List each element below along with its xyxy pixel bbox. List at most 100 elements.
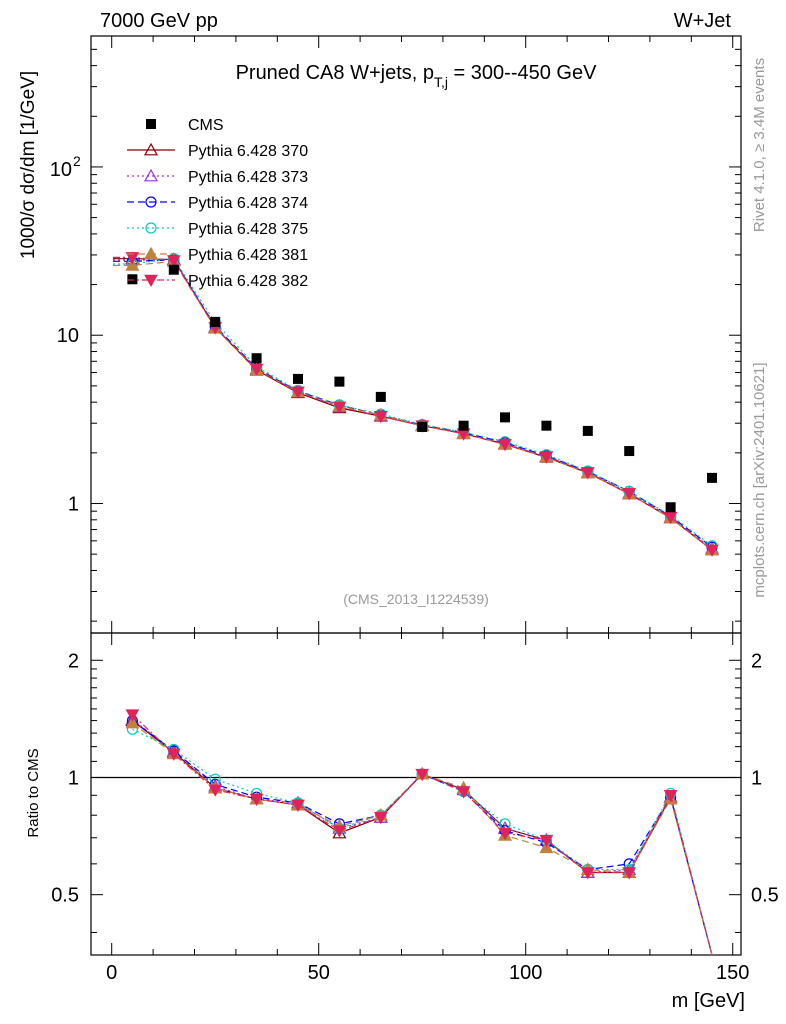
legend-label: Pythia 6.428 370 [188,143,308,160]
legend-entry-pythia-6.428-375: Pythia 6.428 375 [127,221,308,238]
legend-marker [143,142,159,156]
ratio-line [132,718,713,956]
ratio-point [415,768,430,782]
legend-label: Pythia 6.428 381 [188,247,308,264]
ratio-line [132,720,713,956]
data-point [458,420,469,431]
ratio-line [132,728,713,956]
series-pythia-6.428-374 [113,254,718,553]
series-point [539,451,554,464]
series-pythia-6.428-381 [113,254,720,556]
ratio-tick-label-left: 1 [68,767,79,789]
mcplots-label: mcplots.cern.ch [arXiv:2401.10621] [751,362,768,597]
ratio-point [332,825,347,838]
y-axis-label: 1000/σ dσ/dm [1/GeV] [18,71,39,259]
legend-entry-pythia-6.428-382: Pythia 6.428 382 [127,273,308,290]
series-point [125,252,140,265]
series-point [663,511,678,525]
ratio-point [539,834,554,848]
ratio-pythia-6.428-382 [125,709,713,956]
series-pythia-6.428-375 [113,252,718,552]
data-point [293,373,304,384]
ratio-point [166,748,181,761]
x-tick-label: 100 [509,962,542,984]
series-pythia-6.428-370 [113,251,720,556]
legend: CMS Pythia 6.428 370 Pythia 6.428 373 Pythi… [127,117,308,290]
ratio-point [125,709,140,722]
ratio-tick-label-left: 0.5 [51,885,79,907]
ratio-tick-label-right: 0.5 [751,885,779,907]
ratio-tick-label-left: 2 [68,650,79,672]
ratio-point [498,827,512,841]
legend-label: Pythia 6.428 374 [188,195,308,212]
series-point [332,401,347,414]
analysis-id: (CMS_2013_I1224539) [343,591,489,607]
series-pythia-6.428-373 [113,252,720,554]
series-point [580,467,595,480]
series-point [166,255,181,268]
data-point [582,425,593,436]
y-tick-exponent: 2 [73,153,81,169]
legend-entry-cms: CMS [146,117,224,134]
ratio-pythia-6.428-375 [126,723,713,956]
process-label: W+Jet [674,10,732,32]
ratio-point [373,812,388,825]
data-point [500,412,511,423]
legend-marker [145,196,157,208]
ratio-axis-ticks: 0 50 100 150 0.5 0.5 1 1 2 2 [51,633,779,984]
series-line [113,259,713,548]
series-point [373,410,388,424]
y-tick-label: 10 [50,159,72,181]
ratio-point [622,867,637,880]
ratio-tick-label-right: 1 [751,767,762,789]
series-point [498,438,512,452]
legend-marker [144,274,158,288]
data-point [707,472,718,483]
ratio-point [208,784,223,797]
ratio-line [132,722,713,956]
series-point [622,487,637,501]
y-tick-label: 1 [68,494,79,516]
ratio-tick-label-right: 2 [751,650,762,672]
data-point [127,274,138,285]
y-tick-label: 10 [57,325,79,347]
series-line [113,256,713,551]
data-points-group [127,264,718,513]
data-point [168,264,179,275]
legend-label: Pythia 6.428 382 [188,273,308,290]
ratio-point [456,786,471,799]
ratio-pythia-6.428-381 [125,715,713,956]
legend-marker [143,246,159,260]
rivet-label: Rivet 4.1.0, ≥ 3.4M events [751,58,768,232]
data-point [334,376,345,387]
legend-entry-pythia-6.428-370: Pythia 6.428 370 [127,142,308,160]
series-point [249,363,264,377]
ratio-point [580,867,595,880]
ratio-pythia-6.428-370 [125,713,713,956]
ratio-point [125,715,140,729]
ratio-point [249,793,264,807]
legend-entry-pythia-6.428-381: Pythia 6.428 381 [127,246,308,264]
legend-marker [145,222,157,234]
series-point [705,544,719,557]
series-line [113,257,713,547]
data-point [251,353,262,364]
data-point [375,391,386,402]
series-point [125,258,140,271]
series-line [113,258,713,551]
series-pythia-6.428-382 [113,252,719,557]
legend-label: Pythia 6.428 375 [188,221,308,238]
ratio-plot-frame [90,632,742,956]
data-point [417,421,428,432]
series-line [113,260,713,551]
plot-title: Pruned CA8 W+jets, pT,j = 300--450 GeV [236,62,598,90]
series-line [113,259,713,550]
ratio-y-axis-label: Ratio to CMS [25,748,42,837]
ratio-point [291,799,305,812]
ratio-line [131,714,713,956]
energy-label: 7000 GeV pp [100,10,218,32]
ratio-pythia-6.428-373 [125,712,713,956]
x-tick-label: 150 [716,962,749,984]
